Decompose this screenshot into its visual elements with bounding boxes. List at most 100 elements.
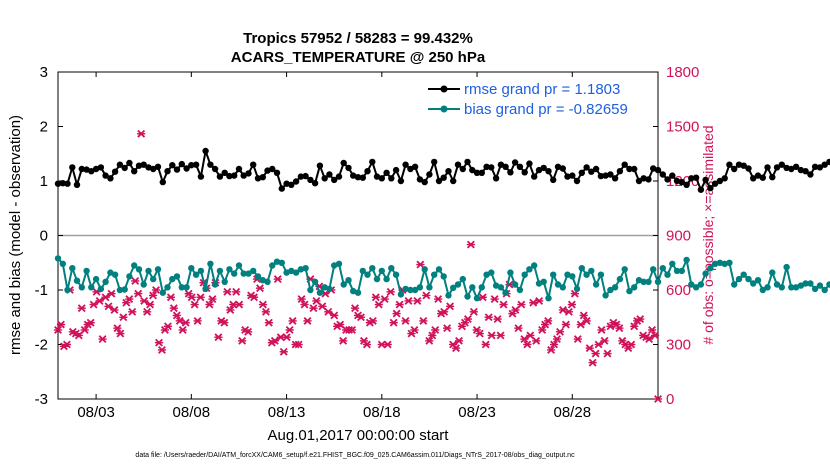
bias-point bbox=[397, 291, 405, 298]
obs-assimilated-group bbox=[53, 129, 663, 403]
bias-point bbox=[92, 275, 100, 283]
rmse-point bbox=[97, 164, 105, 171]
bias-point bbox=[783, 263, 790, 271]
obs-marker bbox=[104, 302, 113, 311]
obs-marker bbox=[499, 300, 508, 309]
rmse-point bbox=[540, 164, 547, 172]
rmse-point bbox=[731, 165, 738, 173]
bias-point bbox=[692, 284, 700, 291]
bias-point bbox=[235, 262, 243, 269]
y-right-tick-label: 1800 bbox=[666, 64, 699, 81]
bias-point bbox=[135, 266, 143, 273]
rmse-point bbox=[173, 166, 181, 173]
rmse-point bbox=[721, 175, 728, 182]
rmse-point bbox=[759, 174, 766, 181]
bias-point bbox=[659, 265, 666, 272]
rmse-point bbox=[269, 165, 276, 173]
rmse-point bbox=[459, 165, 466, 173]
obs-marker bbox=[77, 304, 86, 313]
bias-point bbox=[502, 289, 509, 296]
obs-marker bbox=[297, 295, 306, 304]
obs-marker bbox=[615, 324, 624, 333]
bias-point bbox=[231, 270, 238, 277]
bias-point bbox=[740, 271, 747, 278]
obs-marker bbox=[318, 302, 327, 311]
obs-marker bbox=[330, 311, 339, 320]
y-left-tick-label: 2 bbox=[40, 119, 48, 136]
bias-point bbox=[226, 266, 233, 273]
rmse-point bbox=[683, 181, 690, 188]
rmse-point bbox=[140, 161, 147, 168]
obs-marker bbox=[490, 295, 499, 304]
obs-marker bbox=[549, 340, 559, 349]
rmse-point bbox=[116, 161, 124, 168]
bias-point bbox=[407, 286, 414, 294]
rmse-point bbox=[464, 158, 471, 166]
obs-marker bbox=[514, 324, 523, 333]
rmse-point bbox=[750, 175, 757, 182]
bias-point bbox=[573, 285, 581, 293]
bias-point bbox=[388, 265, 395, 272]
obs-marker bbox=[380, 295, 389, 304]
obs-marker bbox=[187, 293, 196, 302]
bias-point bbox=[273, 258, 281, 265]
obs-marker bbox=[140, 296, 149, 305]
rmse-point bbox=[331, 176, 338, 184]
rmse-point bbox=[354, 174, 362, 181]
rmse-point bbox=[516, 163, 524, 170]
rmse-point bbox=[197, 173, 205, 180]
bias-point bbox=[764, 284, 771, 291]
bias-point bbox=[583, 271, 590, 278]
obs-marker bbox=[339, 336, 348, 345]
bias-point bbox=[431, 271, 438, 278]
obs-marker bbox=[181, 318, 190, 327]
bias-point bbox=[126, 273, 133, 280]
rmse-point bbox=[645, 176, 652, 183]
rmse-point bbox=[426, 171, 433, 178]
obs-marker bbox=[232, 287, 241, 296]
bias-point bbox=[559, 284, 566, 291]
obs-marker bbox=[134, 289, 143, 298]
rmse-point bbox=[526, 160, 533, 167]
rmse-point bbox=[711, 180, 719, 187]
bias-point bbox=[311, 278, 319, 285]
obs-marker bbox=[107, 289, 116, 298]
obs-marker bbox=[80, 326, 89, 334]
bias-point bbox=[207, 260, 214, 267]
bias-point bbox=[773, 281, 781, 288]
rmse-point bbox=[207, 161, 214, 168]
rmse-point bbox=[702, 176, 709, 184]
obs-marker bbox=[56, 320, 66, 329]
bias-point bbox=[492, 282, 500, 289]
obs-marker bbox=[594, 340, 603, 349]
rmse-point bbox=[502, 163, 509, 170]
bias-point bbox=[350, 287, 357, 295]
rmse-point bbox=[631, 165, 638, 173]
rmse-point bbox=[383, 169, 390, 176]
rmse-point bbox=[688, 175, 695, 182]
rmse-point bbox=[726, 161, 733, 168]
obs-marker bbox=[336, 320, 345, 329]
obs-marker bbox=[585, 344, 594, 353]
bias-point bbox=[164, 284, 171, 291]
rmse-point bbox=[440, 174, 447, 181]
bias-point bbox=[140, 281, 147, 288]
obs-marker bbox=[279, 347, 288, 356]
obs-marker bbox=[600, 336, 609, 345]
obs-marker bbox=[392, 309, 401, 318]
rmse-point bbox=[107, 175, 114, 182]
obs-marker bbox=[238, 336, 247, 345]
rmse-point bbox=[792, 163, 800, 170]
rmse-point bbox=[88, 168, 95, 175]
bias-point bbox=[511, 281, 519, 288]
rmse-point bbox=[416, 176, 424, 183]
rmse-point bbox=[569, 172, 576, 179]
obs-marker bbox=[493, 315, 502, 324]
bias-series-group bbox=[54, 255, 830, 302]
rmse-point bbox=[183, 165, 190, 172]
bias-point bbox=[654, 278, 662, 285]
bias-point bbox=[645, 278, 652, 285]
obs-marker bbox=[487, 331, 496, 340]
obs-marker bbox=[116, 329, 125, 338]
rmse-point bbox=[250, 161, 257, 168]
